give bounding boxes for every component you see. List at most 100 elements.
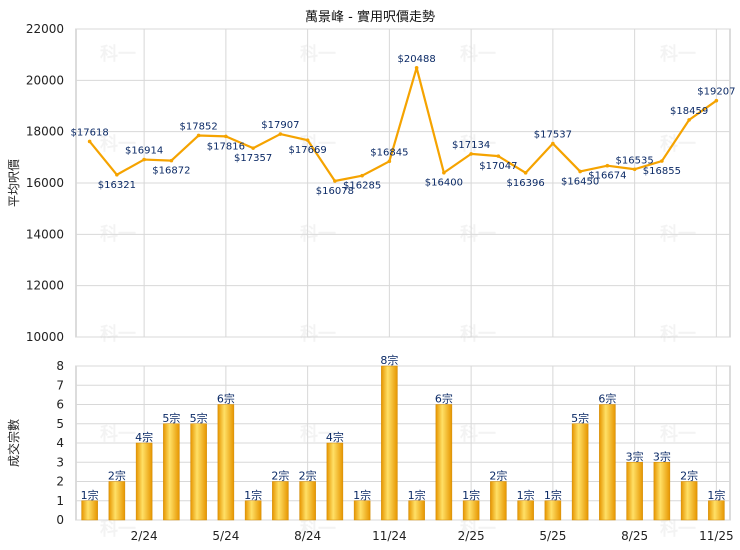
bar-data-label: 8宗 [380, 353, 398, 367]
bar-y-tick-label: 0 [56, 513, 64, 527]
bar-y-tick-label: 3 [56, 455, 64, 469]
price-point [333, 179, 337, 183]
transaction-bar [381, 365, 398, 521]
price-point [169, 158, 174, 163]
bar-y-tick-label: 4 [56, 436, 64, 450]
price-data-label: $17537 [534, 130, 572, 141]
bar-data-label: 1宗 [544, 488, 562, 502]
transaction-bar [517, 500, 534, 521]
transaction-bar [272, 481, 289, 521]
price-data-label: $17357 [234, 153, 272, 164]
line-y-tick-label: 12000 [26, 279, 64, 293]
bar-data-label: 1宗 [462, 488, 480, 502]
transaction-bar [408, 500, 425, 521]
price-data-label: $16450 [561, 176, 599, 187]
x-tick-label: 8/25 [621, 529, 648, 543]
line-y-tick-label: 10000 [26, 330, 64, 344]
watermark: 科一 [100, 133, 136, 155]
x-tick-label: 11/24 [372, 529, 407, 543]
price-point [551, 141, 555, 146]
transaction-bar [299, 481, 316, 521]
transaction-bar [326, 442, 344, 521]
price-data-label: $18459 [670, 106, 708, 117]
price-data-label: $16396 [507, 178, 545, 189]
transaction-bar [571, 423, 589, 521]
bar-data-label: 2宗 [680, 469, 698, 483]
price-data-label: $16285 [343, 181, 381, 192]
price-point [469, 152, 473, 156]
transaction-bar [544, 500, 562, 521]
bar-y-axis-label: 成交宗數 [6, 419, 21, 467]
transaction-bar [135, 442, 153, 521]
transaction-bar [680, 481, 698, 521]
price-point [414, 66, 419, 70]
bar-y-tick-label: 1 [56, 494, 64, 508]
transaction-bar [217, 404, 235, 521]
price-point [115, 172, 119, 177]
bar-data-label: 5宗 [162, 411, 180, 425]
transaction-bar [190, 423, 207, 521]
line-y-tick-label: 22000 [26, 22, 64, 36]
price-data-label: $16872 [152, 166, 190, 177]
watermark: 科一 [300, 133, 336, 155]
price-data-label: $16535 [616, 155, 654, 166]
watermark: 科一 [100, 323, 136, 345]
bar-data-label: 2宗 [271, 469, 289, 483]
x-tick-label: 8/24 [294, 529, 321, 543]
price-data-label: $17618 [71, 127, 109, 138]
price-point [632, 167, 637, 172]
price-point [714, 98, 719, 103]
bar-data-label: 5宗 [571, 411, 589, 425]
watermark: 科一 [660, 323, 696, 345]
line-y-tick-label: 14000 [26, 227, 64, 241]
bar-data-label: 6宗 [217, 392, 235, 406]
watermark: 科一 [300, 423, 336, 445]
price-point [605, 163, 610, 168]
transaction-bar [708, 500, 725, 521]
price-point [196, 133, 201, 138]
price-point [387, 159, 392, 164]
price-series-line [88, 66, 718, 183]
price-data-label: $19207 [697, 87, 735, 98]
watermark: 科一 [460, 133, 496, 155]
price-point [305, 138, 310, 142]
price-point [660, 159, 664, 163]
bar-data-label: 4宗 [326, 430, 344, 444]
watermark: 科一 [100, 518, 136, 540]
bar-data-label: 1宗 [244, 488, 262, 502]
bar-data-label: 2宗 [489, 469, 507, 483]
price-point [442, 170, 446, 175]
price-data-label: $17852 [180, 121, 218, 132]
transaction-bar [653, 462, 671, 521]
bar-data-label: 4宗 [135, 430, 153, 444]
bar-data-label: 2宗 [108, 469, 126, 483]
bar-y-tick-label: 5 [56, 417, 64, 431]
price-point [278, 132, 283, 136]
transaction-bar [163, 423, 180, 521]
transaction-bar [244, 500, 262, 521]
bar-y-tick-label: 7 [56, 378, 64, 392]
transaction-bar [435, 404, 453, 521]
bar-data-label: 6宗 [598, 392, 616, 406]
bar-y-tick-label: 8 [56, 359, 64, 373]
price-data-label: $16855 [643, 166, 681, 177]
bar-data-label: 3宗 [653, 449, 671, 463]
watermark: 科一 [300, 43, 336, 65]
price-point [142, 157, 146, 162]
bar-data-label: 1宗 [81, 488, 99, 502]
transaction-bar [626, 462, 643, 521]
price-data-label: $17047 [479, 161, 517, 172]
x-tick-label: 2/25 [458, 529, 485, 543]
price-data-label: $16674 [588, 171, 626, 182]
price-point [578, 169, 582, 174]
bar-data-label: 6宗 [435, 392, 453, 406]
price-data-label: $17669 [289, 145, 327, 156]
bar-data-label: 1宗 [353, 488, 371, 502]
watermark: 科一 [660, 423, 696, 445]
price-point [360, 173, 364, 178]
bar-y-tick-label: 6 [56, 398, 64, 412]
price-data-label: $17907 [261, 120, 299, 131]
price-data-label: $16845 [370, 147, 408, 158]
